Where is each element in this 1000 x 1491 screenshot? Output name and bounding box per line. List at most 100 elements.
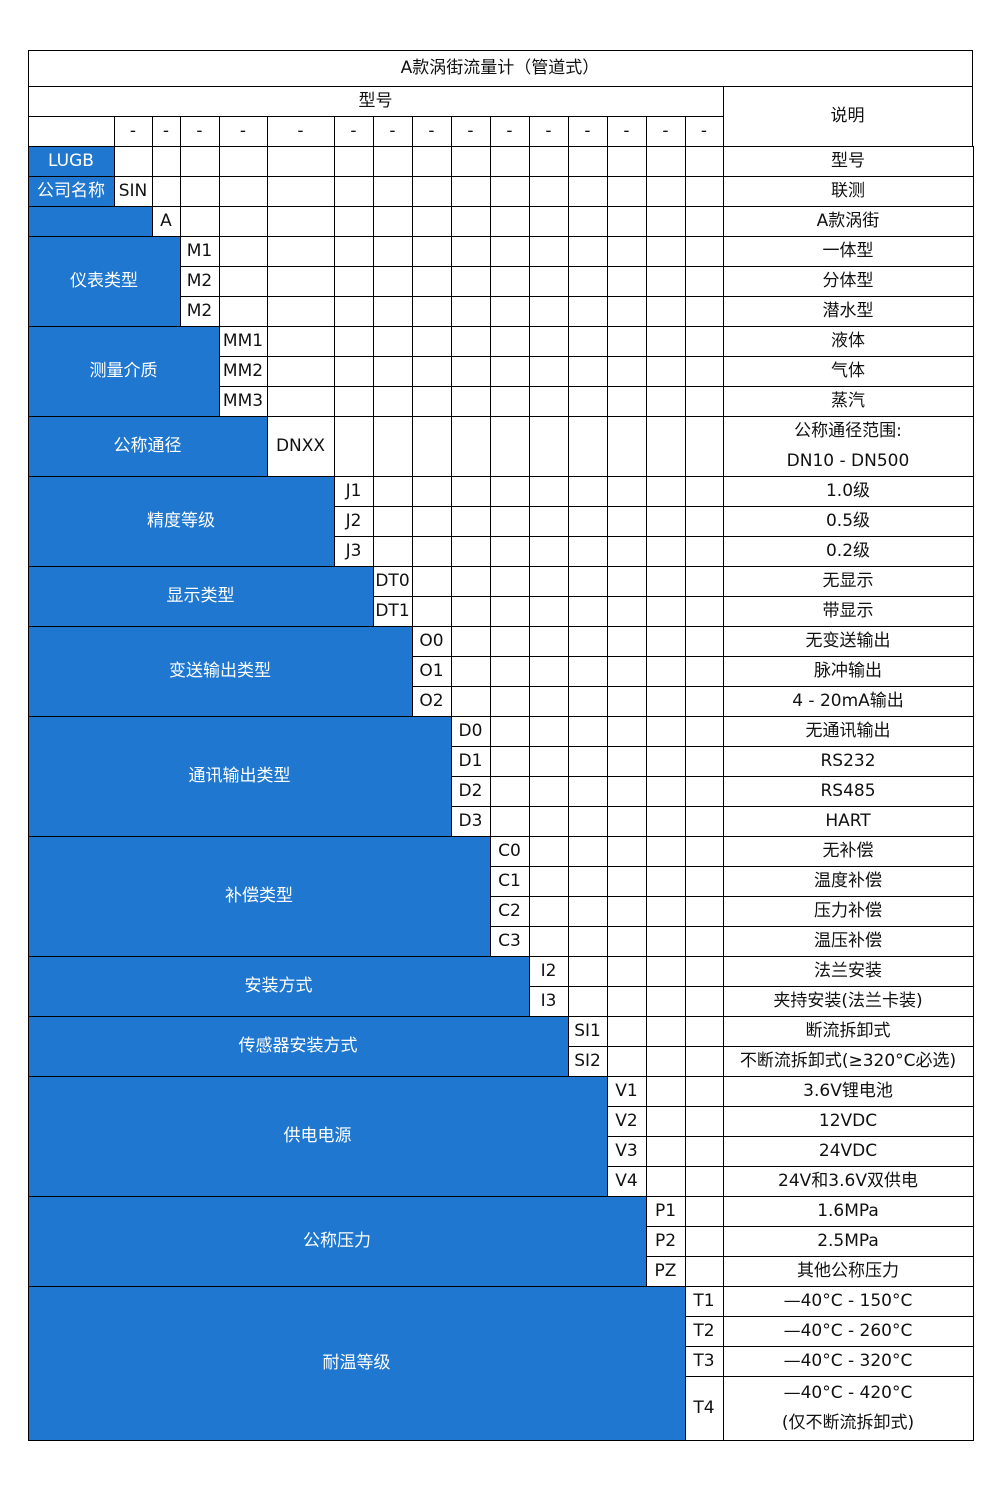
- empty-cell: [266, 175, 335, 207]
- empty-cell: [528, 865, 569, 897]
- empty-cell: [411, 205, 452, 237]
- description-cell: HART: [722, 805, 974, 837]
- description-cell: 分体型: [722, 265, 974, 297]
- empty-cell: [489, 295, 530, 327]
- model-header: 型号: [27, 85, 724, 117]
- empty-cell: [489, 235, 530, 267]
- empty-cell: [684, 685, 724, 717]
- empty-cell: [684, 205, 724, 237]
- empty-cell: [567, 655, 608, 687]
- empty-cell: [266, 355, 335, 387]
- empty-cell: [567, 295, 608, 327]
- empty-cell: [606, 865, 647, 897]
- code-cell: J2: [333, 505, 374, 537]
- code-cell: D2: [450, 775, 491, 807]
- empty-cell: [567, 145, 608, 177]
- empty-cell: [606, 325, 647, 357]
- description-cell: 1.6MPa: [722, 1195, 974, 1227]
- empty-cell: [450, 595, 491, 627]
- description-cell: 法兰安装: [722, 955, 974, 987]
- empty-cell: [684, 265, 724, 297]
- empty-cell: [411, 265, 452, 297]
- empty-cell: [645, 1165, 686, 1197]
- code-cell: O2: [411, 685, 452, 717]
- code-cell: T4: [684, 1375, 724, 1441]
- code-cell: P2: [645, 1225, 686, 1257]
- empty-cell: [684, 655, 724, 687]
- empty-cell: [372, 385, 413, 417]
- group-label: 显示类型: [27, 565, 374, 627]
- separator-cell: -: [684, 115, 724, 147]
- empty-cell: [528, 925, 569, 957]
- empty-cell: [372, 535, 413, 567]
- code-cell: C1: [489, 865, 530, 897]
- empty-cell: [528, 325, 569, 357]
- separator-blank: [27, 115, 115, 147]
- empty-cell: [528, 205, 569, 237]
- empty-cell: [567, 535, 608, 567]
- code-cell: DT0: [372, 565, 413, 597]
- empty-cell: [567, 625, 608, 657]
- empty-cell: [684, 415, 724, 477]
- empty-cell: [528, 175, 569, 207]
- description-cell: 联测: [722, 175, 974, 207]
- empty-cell: [218, 295, 268, 327]
- empty-cell: [333, 235, 374, 267]
- description-cell: A款涡街: [722, 205, 974, 237]
- empty-cell: [450, 175, 491, 207]
- empty-cell: [684, 145, 724, 177]
- empty-cell: [450, 355, 491, 387]
- empty-cell: [645, 1135, 686, 1167]
- code-cell: A: [151, 205, 181, 237]
- code-cell: J1: [333, 475, 374, 507]
- empty-cell: [606, 415, 647, 477]
- empty-cell: [645, 835, 686, 867]
- code-cell: V3: [606, 1135, 647, 1167]
- empty-cell: [645, 565, 686, 597]
- description-cell: 无补偿: [722, 835, 974, 867]
- description-cell: 断流拆卸式: [722, 1015, 974, 1047]
- empty-cell: [333, 145, 374, 177]
- empty-cell: [411, 475, 452, 507]
- empty-cell: [266, 235, 335, 267]
- code-cell: D0: [450, 715, 491, 747]
- code-cell: C0: [489, 835, 530, 867]
- empty-cell: [179, 205, 220, 237]
- empty-cell: [567, 385, 608, 417]
- empty-cell: [606, 475, 647, 507]
- empty-cell: [567, 955, 608, 987]
- empty-cell: [411, 505, 452, 537]
- code-cell: [113, 145, 153, 177]
- group-label: 公司名称: [27, 175, 115, 207]
- group-label: [27, 205, 153, 237]
- empty-cell: [645, 595, 686, 627]
- empty-cell: [528, 265, 569, 297]
- code-cell: T1: [684, 1285, 724, 1317]
- empty-cell: [645, 175, 686, 207]
- separator-cell: -: [266, 115, 335, 147]
- empty-cell: [645, 775, 686, 807]
- empty-cell: [411, 145, 452, 177]
- empty-cell: [567, 325, 608, 357]
- empty-cell: [151, 175, 181, 207]
- empty-cell: [372, 205, 413, 237]
- empty-cell: [528, 355, 569, 387]
- description-cell: RS232: [722, 745, 974, 777]
- empty-cell: [567, 175, 608, 207]
- empty-cell: [684, 775, 724, 807]
- empty-cell: [684, 835, 724, 867]
- description-cell: 液体: [722, 325, 974, 357]
- code-cell: I3: [528, 985, 569, 1017]
- empty-cell: [372, 175, 413, 207]
- code-cell: I2: [528, 955, 569, 987]
- empty-cell: [179, 175, 220, 207]
- description-cell: 压力补偿: [722, 895, 974, 927]
- empty-cell: [266, 325, 335, 357]
- empty-cell: [606, 685, 647, 717]
- empty-cell: [684, 1165, 724, 1197]
- empty-cell: [684, 1195, 724, 1227]
- group-label: 供电电源: [27, 1075, 608, 1197]
- separator-cell: -: [151, 115, 181, 147]
- description-cell: 2.5MPa: [722, 1225, 974, 1257]
- empty-cell: [528, 475, 569, 507]
